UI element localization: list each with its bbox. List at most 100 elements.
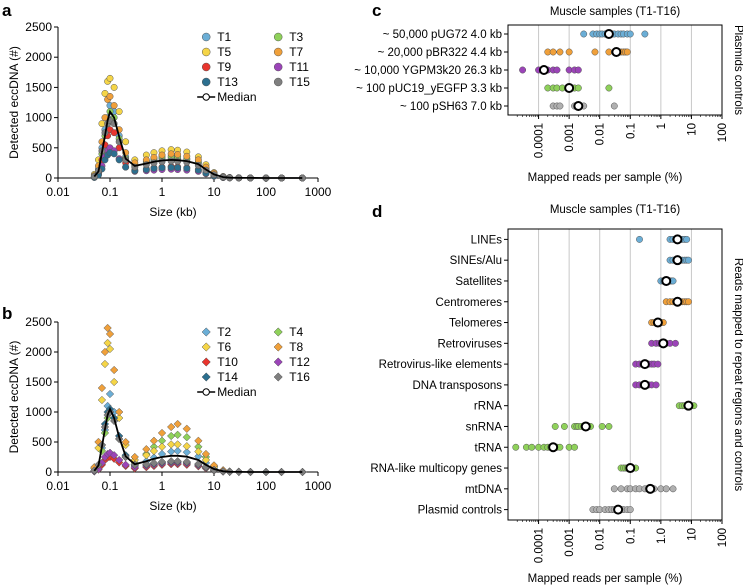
x-tick-label: 1 <box>159 479 166 493</box>
point-t8 <box>100 347 110 357</box>
y-tick-label: 2500 <box>25 315 52 329</box>
chart-d-repeat-regions: Muscle samples (T1-T16) 0.0001 0.001 0.01 0.… <box>370 204 743 585</box>
category-label: Retrovirus-like elements <box>379 359 503 371</box>
point-t6 <box>100 359 110 369</box>
y-axis-label: Detected eccDNA (#) <box>7 341 21 454</box>
x-tick-label: 10 <box>686 528 698 541</box>
sample-dot <box>553 66 561 74</box>
panel-letter-c: c <box>372 1 381 20</box>
median-dot <box>672 296 683 307</box>
legend-marker-t8 <box>273 342 283 352</box>
legend-label-t14: T14 <box>217 370 238 384</box>
legend-marker-t11 <box>273 62 283 72</box>
point-t7 <box>174 150 182 158</box>
legend-marker-t7 <box>273 47 283 57</box>
panel-letter-a: a <box>2 1 12 20</box>
x-axis-label: Size (kb) <box>149 499 196 513</box>
sample-dot <box>551 423 559 430</box>
median-dot <box>613 504 624 515</box>
legend-marker-median <box>202 93 210 101</box>
median-dot <box>683 400 694 411</box>
median-line <box>93 109 303 179</box>
legend-label-t7: T7 <box>289 45 303 59</box>
median-dot <box>639 359 650 370</box>
median-dot <box>661 275 672 286</box>
category-label: SINEs/Alu <box>450 255 502 267</box>
point-t6 <box>167 440 176 449</box>
category-label: tRNA <box>475 442 503 454</box>
legend-label-t5: T5 <box>217 45 231 59</box>
sample-dot <box>556 48 564 56</box>
sample-dot <box>685 256 692 264</box>
point-t16 <box>182 457 191 466</box>
y-tick-label: 500 <box>32 435 52 449</box>
sample-dot <box>683 235 691 243</box>
legend-label-t2: T2 <box>217 325 231 339</box>
point-t12 <box>115 455 124 465</box>
y-tick-label: 2000 <box>25 50 52 64</box>
legend-marker-t4 <box>273 327 283 337</box>
median-dot <box>611 47 622 57</box>
point-t16 <box>149 458 159 468</box>
x-tick-label: 0.1 <box>102 185 119 199</box>
x-tick-label: 1 <box>159 185 166 199</box>
point-t13 <box>174 164 182 172</box>
y-tick-label: 0 <box>45 171 52 185</box>
point-t5 <box>110 83 118 91</box>
point-t13 <box>122 163 130 171</box>
sample-dot <box>669 485 677 493</box>
y-axis-label: Detected eccDNA (#) <box>7 46 21 159</box>
point-t6 <box>105 344 115 354</box>
point-t7 <box>106 93 114 100</box>
sample-dot <box>654 360 662 368</box>
point-t5 <box>101 89 109 97</box>
x-tick-label: 0.01 <box>595 123 607 145</box>
x-tick-label: 1.0 <box>656 528 668 544</box>
point-t8 <box>173 419 182 429</box>
sample-dot <box>610 485 618 493</box>
point-t7 <box>110 102 118 109</box>
point-t8 <box>94 437 103 447</box>
sample-dot <box>519 66 527 74</box>
point-t2 <box>105 389 115 399</box>
point-t8 <box>201 449 211 459</box>
sample-dot <box>580 30 588 38</box>
point-t8 <box>97 383 107 393</box>
category-label: LINEs <box>471 234 503 246</box>
y-tick-label: 1500 <box>25 80 52 94</box>
x-tick-label: 0.0001 <box>534 123 546 158</box>
median-dot <box>645 483 656 494</box>
sample-dot <box>626 30 634 38</box>
x-tick-label: 100 <box>717 123 729 142</box>
chart-title: Muscle samples (T1-T16) <box>550 204 681 216</box>
point-t2 <box>167 447 176 456</box>
category-label: ~ 10,000 YGPM3k20 26.3 kb <box>354 65 502 77</box>
chart-c-plasmid-controls: Muscle samples (T1-T16) 0.0001 0.001 0.01 0.… <box>354 6 743 184</box>
median-dot <box>625 463 636 474</box>
legend-marker-t1 <box>201 32 211 42</box>
y-tick-label: 1000 <box>25 111 52 125</box>
sample-dot <box>685 298 692 306</box>
sample-dot <box>571 443 578 451</box>
sample-dot <box>671 339 679 347</box>
point-t6 <box>103 338 112 348</box>
sample-dot <box>565 48 573 56</box>
legend-marker-t14 <box>201 372 211 382</box>
x-tick-label: 0.01 <box>595 528 607 550</box>
median-dot <box>603 29 614 39</box>
x-tick-label: 0.1 <box>625 123 637 139</box>
y-tick-label: 1000 <box>25 405 52 419</box>
category-label: Centromeres <box>436 297 503 309</box>
point-t7 <box>158 151 166 159</box>
panel-letter-d: d <box>372 202 382 221</box>
sample-dot <box>605 84 613 92</box>
point-t13 <box>183 164 191 172</box>
point-t8 <box>167 422 176 432</box>
point-t6 <box>173 440 182 449</box>
x-tick-label: 0.1 <box>102 479 119 493</box>
legend-marker-t6 <box>201 342 211 352</box>
x-tick-label: 0.001 <box>564 528 576 557</box>
category-label: rRNA <box>474 401 502 413</box>
point-t2 <box>173 446 182 456</box>
y-tick-label: 0 <box>45 465 52 479</box>
